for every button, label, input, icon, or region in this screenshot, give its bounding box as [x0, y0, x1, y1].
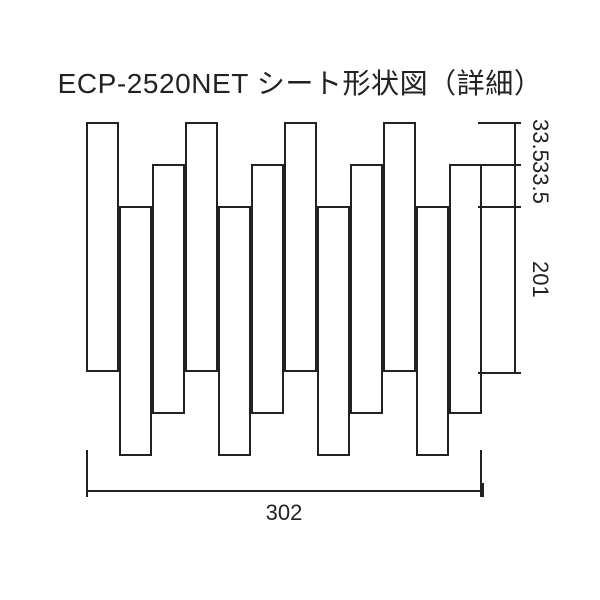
tile-bar [152, 164, 185, 414]
tile-bar [185, 122, 218, 372]
dimension-height-value: 201 [527, 261, 553, 298]
page: ECP-2520NET シート形状図（詳細） 302 33.533.5 201 [0, 0, 600, 600]
tile-bar [449, 164, 482, 414]
tile-bar [317, 206, 350, 456]
dimension-offset-value: 33.5 [527, 161, 553, 204]
dimension-width-value: 302 [254, 500, 314, 526]
tile-bar [251, 164, 284, 414]
tile-bar [284, 122, 317, 372]
tile-bar [218, 206, 251, 456]
dimension-offset-value: 33.5 [527, 119, 553, 162]
tile-bar [86, 122, 119, 372]
bars-group [86, 122, 456, 454]
tile-bar [416, 206, 449, 456]
tile-bar [350, 164, 383, 414]
page-title: ECP-2520NET シート形状図（詳細） [0, 62, 600, 102]
tile-bar [119, 206, 152, 456]
tile-bar [383, 122, 416, 372]
